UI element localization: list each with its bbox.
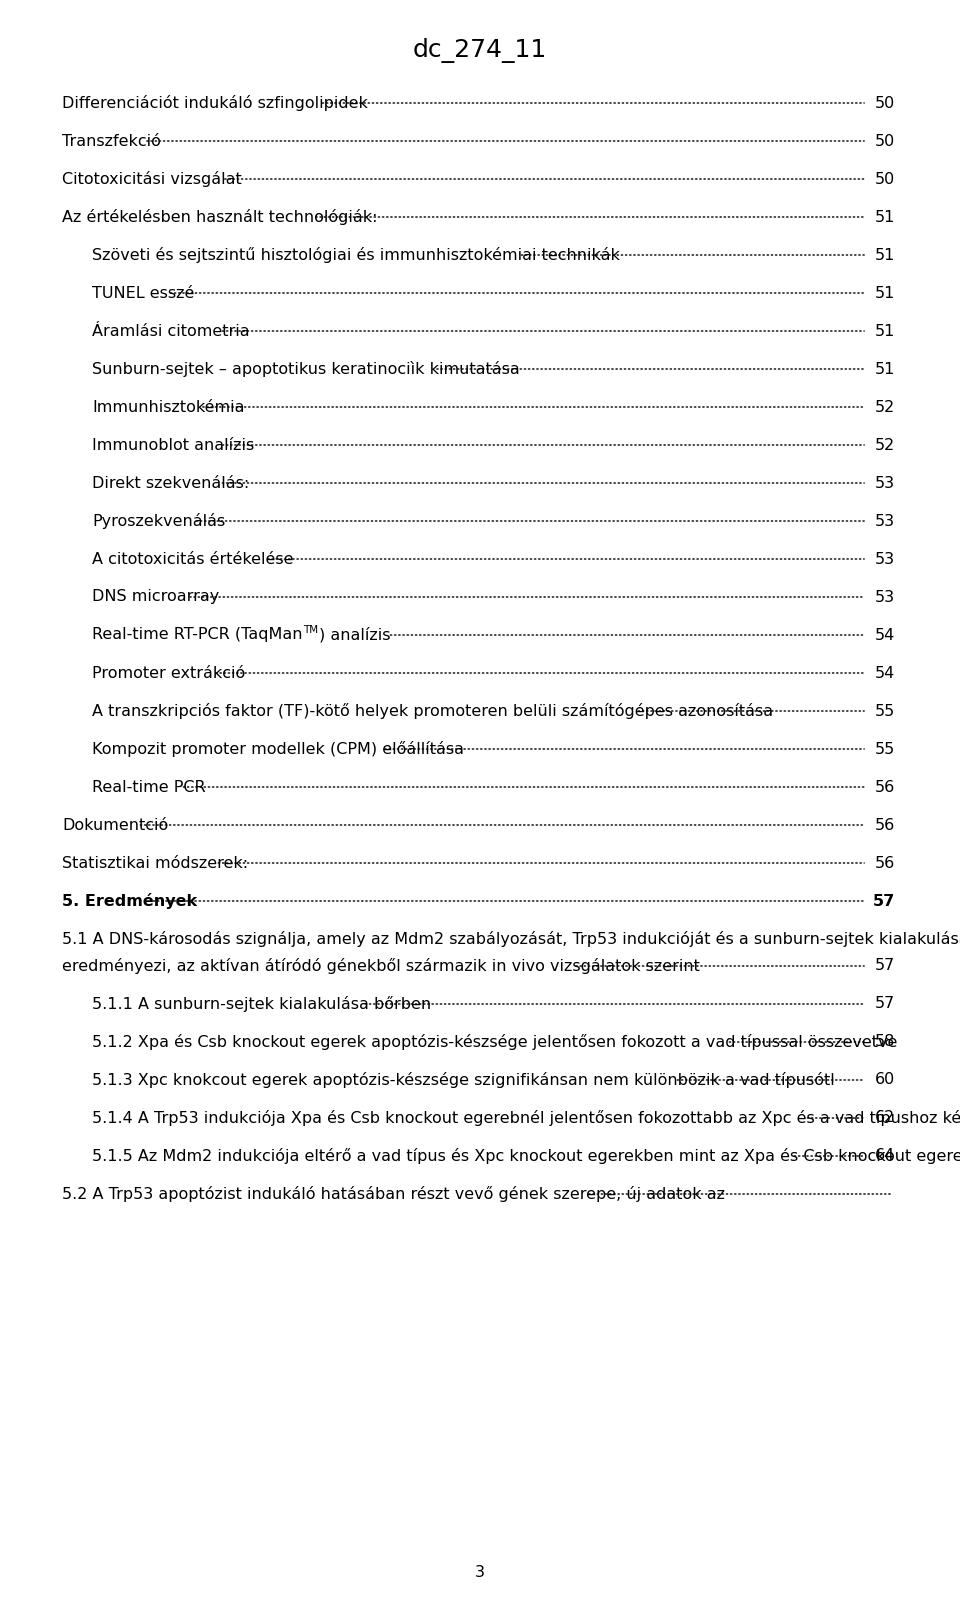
Text: 64: 64: [875, 1149, 895, 1163]
Text: 51: 51: [875, 323, 895, 339]
Text: 53: 53: [875, 514, 895, 528]
Text: 50: 50: [875, 133, 895, 149]
Text: 5.1.1 A sunburn-sejtek kialakulása bőrben: 5.1.1 A sunburn-sejtek kialakulása bőrbe…: [92, 995, 431, 1013]
Text: Real-time PCR: Real-time PCR: [92, 779, 205, 795]
Text: 62: 62: [875, 1110, 895, 1125]
Text: 53: 53: [875, 552, 895, 566]
Text: 3: 3: [475, 1565, 485, 1581]
Text: 51: 51: [875, 248, 895, 262]
Text: A citotoxicitás értékelése: A citotoxicitás értékelése: [92, 552, 294, 566]
Text: 56: 56: [875, 856, 895, 870]
Text: TM: TM: [303, 626, 319, 635]
Text: DNS microarray: DNS microarray: [92, 589, 219, 605]
Text: 60: 60: [875, 1072, 895, 1088]
Text: 51: 51: [875, 210, 895, 224]
Text: 52: 52: [875, 400, 895, 414]
Text: 57: 57: [873, 893, 895, 909]
Text: Direkt szekvenálás:: Direkt szekvenálás:: [92, 475, 250, 491]
Text: Real-time RT-PCR (TaqMan: Real-time RT-PCR (TaqMan: [92, 627, 302, 643]
Text: Promoter extrákció: Promoter extrákció: [92, 666, 245, 680]
Text: 57: 57: [875, 997, 895, 1011]
Text: 55: 55: [875, 704, 895, 718]
Text: Az értékelésben használt technológiák:: Az értékelésben használt technológiák:: [62, 210, 377, 226]
Text: dc_274_11: dc_274_11: [413, 38, 547, 62]
Text: 55: 55: [875, 741, 895, 757]
Text: 5.1.2 Xpa és Csb knockout egerek apoptózis-készsége jelentősen fokozott a vad tí: 5.1.2 Xpa és Csb knockout egerek apoptóz…: [92, 1034, 898, 1050]
Text: Dokumentció: Dokumentció: [62, 818, 168, 832]
Text: 53: 53: [875, 475, 895, 491]
Text: 5.1.5 Az Mdm2 indukciója eltérő a vad típus és Xpc knockout egerekben mint az Xp: 5.1.5 Az Mdm2 indukciója eltérő a vad tí…: [92, 1149, 960, 1165]
Text: TUNEL esszé: TUNEL esszé: [92, 285, 194, 301]
Text: 56: 56: [875, 818, 895, 832]
Text: 54: 54: [875, 627, 895, 643]
Text: Statisztikai módszerek:: Statisztikai módszerek:: [62, 856, 248, 870]
Text: Sunburn-sejtek – apoptotikus keratinociìk kimutatása: Sunburn-sejtek – apoptotikus keratinociì…: [92, 362, 519, 378]
Text: 5.1.4 A Trp53 indukciója Xpa és Csb knockout egerebnél jelentősen fokozottabb az: 5.1.4 A Trp53 indukciója Xpa és Csb knoc…: [92, 1110, 960, 1126]
Text: 50: 50: [875, 171, 895, 187]
Text: Differenciációt indukáló szfingolipidek: Differenciációt indukáló szfingolipidek: [62, 94, 368, 110]
Text: A transzkripciós faktor (TF)-kötő helyek promoteren belüli számítógépes azonosít: A transzkripciós faktor (TF)-kötő helyek…: [92, 702, 773, 718]
Text: Áramlási citometria: Áramlási citometria: [92, 323, 250, 339]
Text: Immunhisztokémia: Immunhisztokémia: [92, 400, 245, 414]
Text: 5.1.3 Xpc knokcout egerek apoptózis-készsége szignifikánsan nem különbözik a vad: 5.1.3 Xpc knokcout egerek apoptózis-kész…: [92, 1072, 835, 1088]
Text: 56: 56: [875, 779, 895, 795]
Text: 58: 58: [875, 1035, 895, 1050]
Text: 51: 51: [875, 285, 895, 301]
Text: 54: 54: [875, 666, 895, 680]
Text: 5.1 A DNS-károsodás szignálja, amely az Mdm2 szabályozását, Trp53 indukcióját és: 5.1 A DNS-károsodás szignálja, amely az …: [62, 931, 960, 947]
Text: Szöveti és sejtszintű hisztológiai és immunhisztokémiai technikák: Szöveti és sejtszintű hisztológiai és im…: [92, 246, 620, 262]
Text: eredményezi, az aktívan átíródó génekből származik in vivo vizsgálatok szerint: eredményezi, az aktívan átíródó génekből…: [62, 958, 700, 974]
Text: 51: 51: [875, 362, 895, 376]
Text: 57: 57: [875, 958, 895, 973]
Text: Immunoblot analízis: Immunoblot analízis: [92, 437, 254, 453]
Text: 50: 50: [875, 96, 895, 110]
Text: ) analízis: ) analízis: [319, 627, 390, 643]
Text: Kompozit promoter modellek (CPM) előállítása: Kompozit promoter modellek (CPM) előállí…: [92, 741, 464, 757]
Text: 5.2 A Trp53 apoptózist indukáló hatásában részt vevő gének szerepe, új adatok az: 5.2 A Trp53 apoptózist indukáló hatásába…: [62, 1186, 725, 1202]
Text: 52: 52: [875, 437, 895, 453]
Text: 5. Eredmények: 5. Eredmények: [62, 893, 197, 909]
Text: Citotoxicitási vizsgálat: Citotoxicitási vizsgálat: [62, 171, 242, 187]
Text: 53: 53: [875, 589, 895, 605]
Text: Pyroszekvenálás: Pyroszekvenálás: [92, 514, 226, 530]
Text: Transzfekció: Transzfekció: [62, 133, 161, 149]
